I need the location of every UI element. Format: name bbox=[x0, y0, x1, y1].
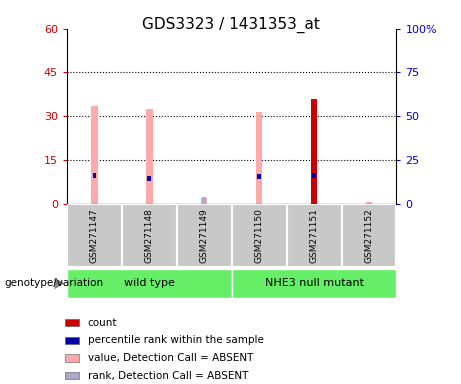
Polygon shape bbox=[54, 278, 65, 289]
Bar bbox=[366, 202, 372, 204]
Bar bbox=[67, 269, 231, 298]
Bar bbox=[65, 319, 79, 326]
Bar bbox=[67, 204, 122, 267]
Text: wild type: wild type bbox=[124, 278, 175, 288]
Text: GSM271148: GSM271148 bbox=[145, 208, 154, 263]
Bar bbox=[311, 99, 317, 204]
Text: value, Detection Call = ABSENT: value, Detection Call = ABSENT bbox=[88, 353, 253, 363]
Bar bbox=[342, 204, 396, 267]
Bar bbox=[65, 372, 79, 379]
Bar bbox=[231, 269, 396, 298]
Bar bbox=[202, 197, 207, 204]
Bar bbox=[256, 112, 262, 204]
Text: rank, Detection Call = ABSENT: rank, Detection Call = ABSENT bbox=[88, 371, 248, 381]
Bar bbox=[231, 204, 287, 267]
Text: GSM271151: GSM271151 bbox=[309, 208, 319, 263]
Bar bbox=[312, 173, 316, 178]
Bar bbox=[122, 204, 177, 267]
Text: GSM271149: GSM271149 bbox=[200, 208, 209, 263]
Text: count: count bbox=[88, 318, 117, 328]
Text: GDS3323 / 1431353_at: GDS3323 / 1431353_at bbox=[142, 17, 319, 33]
Bar bbox=[91, 106, 98, 204]
Bar bbox=[65, 354, 79, 362]
Bar bbox=[201, 198, 207, 204]
Text: GSM271150: GSM271150 bbox=[254, 208, 264, 263]
Bar bbox=[287, 204, 342, 267]
Text: genotype/variation: genotype/variation bbox=[5, 278, 104, 288]
Text: NHE3 null mutant: NHE3 null mutant bbox=[265, 278, 364, 288]
Bar bbox=[177, 204, 231, 267]
Text: GSM271152: GSM271152 bbox=[365, 208, 373, 263]
Bar bbox=[148, 175, 151, 181]
Bar bbox=[146, 109, 153, 204]
Bar bbox=[93, 173, 96, 178]
Bar bbox=[257, 174, 261, 179]
Text: percentile rank within the sample: percentile rank within the sample bbox=[88, 335, 264, 345]
Bar bbox=[65, 336, 79, 344]
Text: GSM271147: GSM271147 bbox=[90, 208, 99, 263]
